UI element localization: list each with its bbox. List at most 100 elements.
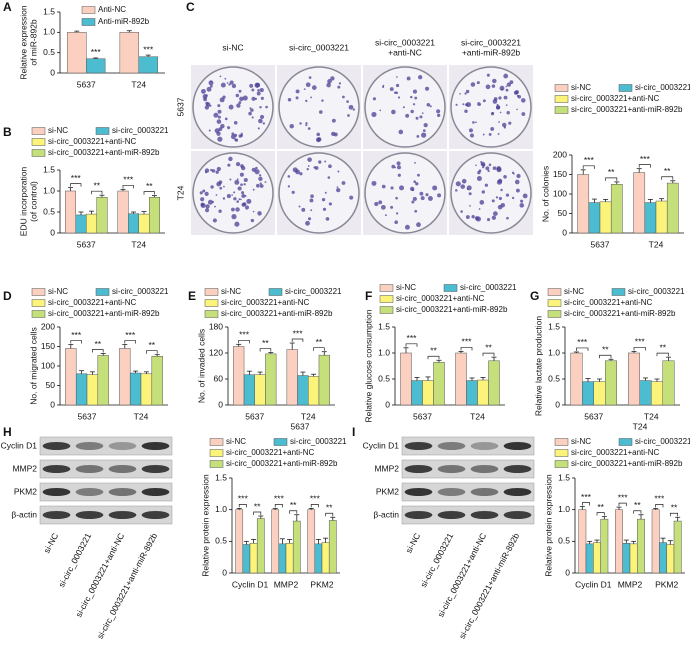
colony <box>305 122 308 125</box>
blot-band <box>503 488 532 496</box>
colony <box>316 132 321 137</box>
colony <box>305 99 308 103</box>
legend-label: si-NC <box>48 287 68 296</box>
colony <box>414 96 418 100</box>
colony <box>500 188 503 192</box>
colony <box>466 188 469 190</box>
x-tick-label: PKM2 <box>655 579 678 589</box>
legend-label: si-circ_0003221+anti-miR-892b <box>571 459 683 468</box>
bar <box>249 542 258 574</box>
significance: *** <box>274 494 285 504</box>
panel-label: B <box>3 125 12 139</box>
blot-band <box>141 465 170 473</box>
colony <box>257 127 260 130</box>
legend-label: si-circ_0003221 <box>628 287 685 296</box>
legend-label: si-circ_0003221+anti-NC <box>571 94 659 103</box>
legend-label: si-circ_0003221 <box>112 287 169 296</box>
colony <box>519 203 525 208</box>
significance: ** <box>430 346 437 356</box>
legend-label: si-circ_0003221 <box>635 83 690 92</box>
colony <box>292 167 298 173</box>
bar <box>651 509 660 574</box>
bar <box>86 58 106 74</box>
legend-label: si-NC <box>564 287 584 296</box>
y-tick-label: 0.5 <box>43 47 55 57</box>
legend-swatch <box>379 306 394 314</box>
colony <box>291 190 295 194</box>
legend-swatch <box>443 284 458 292</box>
y-tick-label: 1.0 <box>548 347 560 357</box>
colony <box>305 220 310 226</box>
bar <box>308 376 320 406</box>
legend-swatch <box>209 438 224 446</box>
colony <box>217 136 223 142</box>
legend-swatch <box>204 299 219 307</box>
colony <box>495 196 499 199</box>
colony <box>480 161 486 167</box>
colony <box>468 128 473 133</box>
bar <box>433 362 445 406</box>
blot-band <box>75 465 104 473</box>
colony <box>395 83 400 88</box>
bar <box>285 542 294 574</box>
panel-label: D <box>3 289 12 303</box>
y-tick-label: 0.5 <box>558 536 570 546</box>
significance: ** <box>485 342 492 352</box>
blot-band <box>503 511 532 519</box>
significance-bracket <box>310 504 319 508</box>
bar <box>422 380 434 406</box>
colony <box>336 187 341 193</box>
y-tick-label: 100 <box>41 360 55 370</box>
colony <box>469 205 471 207</box>
colony <box>413 180 416 184</box>
colony <box>287 175 291 178</box>
colony <box>425 86 430 91</box>
significance: ** <box>659 342 666 352</box>
colony <box>259 88 264 93</box>
x-tick-label: PKM2 <box>310 579 333 589</box>
colony <box>264 181 267 184</box>
blot-band <box>470 488 499 496</box>
bar <box>582 381 594 406</box>
colony <box>208 129 211 132</box>
plate <box>364 152 446 234</box>
bar <box>628 352 640 406</box>
colony <box>205 208 210 213</box>
legend-swatch <box>554 106 569 114</box>
colony <box>476 176 482 182</box>
blot-band <box>470 465 499 473</box>
bar <box>67 32 87 74</box>
colony <box>211 169 216 173</box>
colony <box>496 166 502 171</box>
colony <box>324 191 327 194</box>
bar <box>633 172 646 234</box>
colony <box>432 185 438 191</box>
colony <box>404 224 410 230</box>
colony <box>239 172 244 177</box>
colony <box>248 111 252 116</box>
y-axis-label: No. of invaded cells <box>196 329 206 403</box>
bar <box>651 381 663 406</box>
colony <box>521 98 526 103</box>
colony <box>459 92 461 95</box>
colony <box>488 132 492 136</box>
colony <box>514 179 520 185</box>
legend-swatch <box>554 449 569 457</box>
blot-strip <box>39 505 173 525</box>
bar <box>119 348 131 406</box>
colony <box>423 122 428 128</box>
y-tick-label: 0 <box>555 399 560 409</box>
legend-swatch <box>611 288 626 296</box>
colony <box>391 109 396 115</box>
colony <box>199 191 203 195</box>
colony <box>412 89 417 94</box>
colony <box>499 111 502 114</box>
bar <box>466 380 478 406</box>
bar <box>673 520 682 574</box>
significance: ** <box>254 501 261 511</box>
colony <box>310 96 312 99</box>
colony <box>500 202 506 208</box>
legend-label: si-circ_0003221+anti-miR-892b <box>48 148 160 157</box>
legend-swatch <box>31 149 46 157</box>
colony <box>295 96 299 100</box>
